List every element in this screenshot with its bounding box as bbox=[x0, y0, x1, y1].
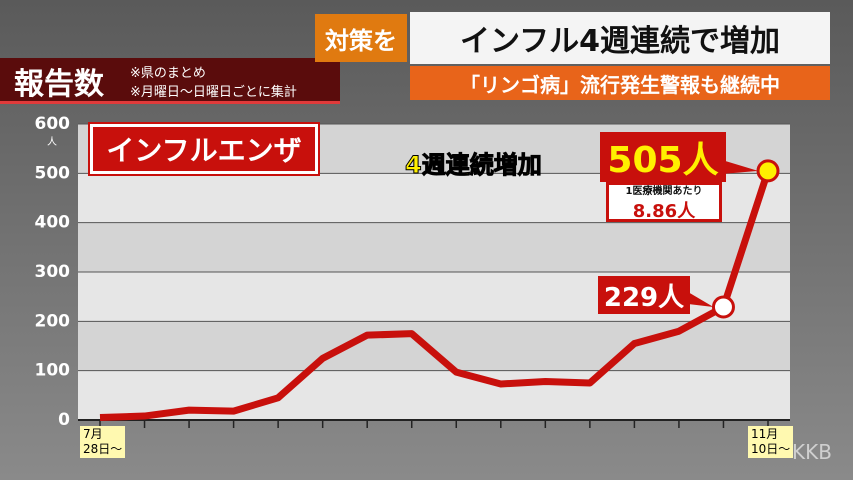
y-tick-label: 500 bbox=[35, 163, 71, 183]
section-bar bbox=[0, 58, 340, 104]
y-axis-label: 人 bbox=[47, 136, 57, 148]
annotation: 8.86人 bbox=[632, 200, 696, 222]
y-tick-label: 100 bbox=[35, 361, 71, 381]
note: ※月曜日〜日曜日ごとに集計 bbox=[130, 84, 297, 100]
y-tick-label: 200 bbox=[35, 311, 71, 331]
section: 報告数 bbox=[14, 67, 104, 102]
y-tick-label: 400 bbox=[35, 213, 71, 233]
x-tick-label: 11月 10日〜 bbox=[748, 426, 794, 458]
series-line bbox=[99, 169, 772, 422]
y-tick-label: 300 bbox=[35, 262, 71, 282]
tag: 対策を bbox=[315, 14, 407, 62]
chart-title: インフルエンザ bbox=[88, 122, 320, 176]
note: ※県のまとめ bbox=[130, 65, 206, 81]
per-clinic-box: 1医療機関あたり 8.86人 bbox=[606, 182, 722, 222]
subheadline: 「リンゴ病」流行発生警報も継続中 bbox=[410, 66, 830, 100]
headline: インフル4週連続で増加 bbox=[410, 12, 830, 64]
callout-pointer bbox=[722, 160, 758, 174]
point-marker bbox=[756, 159, 780, 183]
point-marker bbox=[711, 295, 735, 319]
callout-pointer bbox=[688, 292, 714, 308]
annotation: 1医療機関あたり bbox=[625, 185, 703, 197]
annotation: 4週連続増加 bbox=[405, 150, 543, 179]
x-tick-label: 7月 28日〜 bbox=[80, 426, 126, 458]
y-tick-label: 0 bbox=[58, 410, 70, 430]
watermark: KKB bbox=[792, 440, 832, 464]
value-label: 229人 bbox=[598, 276, 690, 314]
y-tick-label: 600 bbox=[35, 114, 71, 134]
value-label: 505人 bbox=[600, 132, 726, 182]
